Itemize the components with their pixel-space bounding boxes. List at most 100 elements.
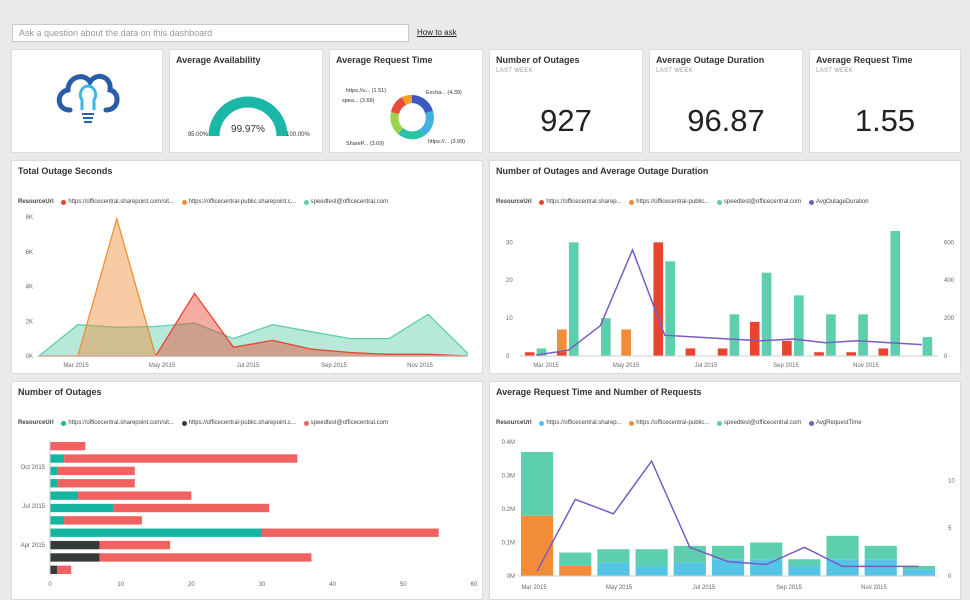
y2-tick-label: 200 — [944, 316, 955, 322]
donut-label: spea... (3.69) — [342, 98, 375, 104]
bar-segment — [64, 516, 142, 525]
request-time-requests-tile[interactable]: Average Request Time and Number of Reque… — [489, 381, 961, 600]
y2-tick-label: 5 — [948, 526, 952, 532]
bar — [729, 314, 740, 356]
y-tick-label: 0.4M — [502, 440, 515, 446]
legend-item: speedtest@officecentral.com — [310, 199, 388, 205]
how-to-ask-link[interactable]: How to ask — [417, 28, 457, 37]
donut-label: Excha... (4.39) — [426, 90, 462, 96]
x-tick-label: 40 — [329, 582, 336, 588]
x-tick-label: May 2015 — [606, 585, 633, 591]
donut-chart: https://u... (1.51) Excha... (4.39) spea… — [342, 88, 465, 147]
legend-item: https://officecentral.sharepoint.com/sit… — [68, 420, 174, 426]
legend-item: https://officecentral-public.sharepoint.… — [188, 199, 296, 205]
bar — [556, 352, 567, 356]
legend-dot — [629, 420, 635, 426]
gauge-max: 100.00% — [286, 132, 310, 138]
avg-request-kpi-tile[interactable]: Average Request Time LAST WEEK 1.55 — [809, 49, 961, 153]
x-tick-label: Sep 2015 — [321, 363, 347, 369]
y2-tick-label: 0 — [944, 354, 948, 360]
x-tick-label: 10 — [117, 582, 124, 588]
bar-segment — [64, 454, 298, 463]
bar-segment — [788, 565, 821, 576]
duration-kpi-tile[interactable]: Average Outage Duration LAST WEEK 96.87 — [649, 49, 803, 153]
availability-tile[interactable]: Average Availability 99.97% 95.00% 100.0… — [169, 49, 323, 153]
legend-title: ResourceUrl — [18, 420, 54, 426]
y-tick-label: 6K — [26, 250, 33, 256]
qa-input[interactable]: Ask a question about the data on this da… — [12, 24, 409, 42]
avg-outage-duration-line — [535, 247, 922, 356]
bar-segment — [521, 515, 554, 576]
logo-tile[interactable] — [11, 49, 163, 153]
bar-segment — [262, 528, 439, 537]
bar-segment — [50, 540, 100, 550]
legend-item: AvgRequestTime — [815, 420, 862, 426]
legend: ResourceUrl https://officecentral.sharep… — [18, 199, 388, 206]
legend-item: https://officecentral.sharepoint.com/sit… — [68, 199, 174, 205]
kpi-value: 927 — [540, 103, 592, 138]
bar — [524, 352, 535, 356]
bar — [621, 329, 631, 356]
bar-segment — [673, 562, 706, 576]
bar-segment — [673, 545, 706, 563]
legend-item: AvgOutageDuration — [815, 199, 869, 205]
tile-title: Number of Outages — [496, 55, 580, 65]
y-tick-label: 4K — [26, 285, 33, 291]
y-tick-label: 10 — [506, 316, 513, 322]
bar-segment — [711, 545, 745, 560]
bar-segment — [50, 442, 86, 451]
bar — [878, 348, 889, 356]
bar-segment — [750, 542, 783, 560]
y-tick-label: Apr 2015 — [21, 543, 46, 549]
x-tick-label: 60 — [471, 582, 478, 588]
legend-dot — [61, 199, 67, 205]
number-of-outages-tile[interactable]: Number of Outages ResourceUrl https://of… — [11, 381, 483, 600]
bar-segment — [50, 528, 262, 537]
x-tick-label: 20 — [188, 582, 195, 588]
y-tick-label: Jul 2015 — [22, 504, 45, 510]
area-series — [37, 313, 468, 357]
legend-title: ResourceUrl — [496, 420, 532, 426]
y-tick-label: 2K — [26, 319, 33, 325]
donut-label: https://u... (1.51) — [346, 88, 386, 94]
hbar-chart: 0 10 20 30 40 50 60 Oct 2015 Jul 2015 Apr 2015 — [21, 440, 478, 588]
chart-title: Number of Outages — [18, 387, 102, 397]
legend-item: https://officecentral.sharep... — [546, 199, 622, 205]
chart-title: Total Outage Seconds — [18, 166, 113, 176]
legend: ResourceUrl https://officecentral.sharep… — [496, 199, 869, 206]
y-tick-label: 0.3M — [502, 474, 515, 480]
legend-item: https://officecentral.sharep... — [546, 420, 622, 426]
outages-duration-tile[interactable]: Number of Outages and Average Outage Dur… — [489, 160, 961, 374]
y2-tick-label: 0 — [948, 574, 952, 580]
bar-segment — [113, 503, 270, 513]
bar-segment — [597, 562, 630, 576]
y2-tick-label: 600 — [944, 240, 955, 246]
y2-tick-label: 10 — [948, 478, 955, 484]
gauge-min: 95.00% — [188, 132, 209, 138]
legend-dot — [181, 420, 187, 426]
gauge-fill — [208, 96, 288, 137]
bar-segment — [50, 553, 100, 562]
bar-segment — [50, 516, 65, 525]
legend: ResourceUrl https://officecentral.sharep… — [496, 420, 862, 427]
y2-tick-label: 400 — [944, 278, 955, 284]
x-tick-label: Mar 2015 — [63, 363, 89, 369]
bar-segment — [99, 553, 312, 562]
request-time-donut-tile[interactable]: Average Request Time https://u... (1.51)… — [329, 49, 483, 153]
bar-segment — [826, 559, 859, 576]
x-tick-label: 0 — [48, 582, 52, 588]
x-tick-label: Nov 2015 — [853, 363, 879, 369]
outages-kpi-tile[interactable]: Number of Outages LAST WEEK 927 — [489, 49, 643, 153]
bar — [685, 348, 696, 356]
avg-request-time-line — [536, 459, 919, 572]
combo-chart: 0 10 20 30 0 200 400 600 Mar 2015 May 2015 Jul 201… — [506, 231, 955, 369]
bar — [858, 314, 868, 356]
bar — [793, 295, 804, 356]
total-outage-seconds-tile[interactable]: Total Outage Seconds ResourceUrl https:/… — [11, 160, 483, 374]
y-tick-label: 30 — [506, 240, 513, 246]
bar — [890, 231, 901, 356]
bar-segment — [50, 454, 65, 463]
bar-segment — [50, 491, 79, 500]
x-tick-label: Jul 2015 — [693, 585, 716, 591]
bar — [665, 261, 675, 356]
